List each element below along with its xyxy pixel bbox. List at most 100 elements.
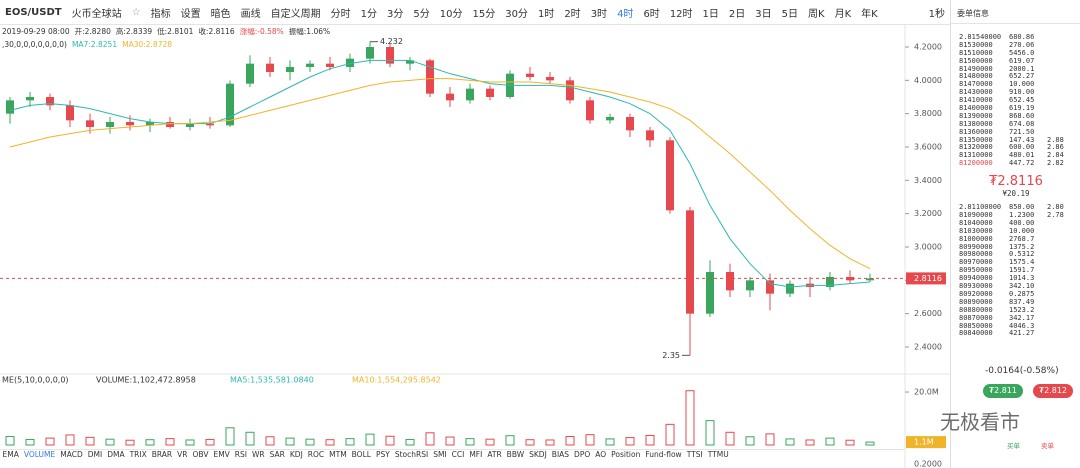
indicator-tab[interactable]: OBV [192,450,209,459]
tool[interactable]: 指标 [150,8,171,20]
indicator-tab[interactable]: WR [251,450,265,459]
ob-row: 80940000 1014.3 [951,274,1080,283]
interval[interactable]: 1秒 [928,8,945,20]
indicator-tab[interactable]: AO [595,450,607,459]
volume-bar [685,390,695,446]
indicator-tab[interactable]: ATR [487,450,502,459]
volume-bar [865,441,875,446]
candle-body [426,60,434,94]
indicator-tab[interactable]: PSY [375,450,390,459]
period[interactable]: 年K [861,8,878,20]
indicator-tab[interactable]: MFI [469,450,483,459]
period[interactable]: 12时 [669,8,693,20]
y-tick-label: 4.0000 [914,76,942,85]
period[interactable]: 3分 [386,8,404,20]
indicator-tab[interactable]: TRIX [129,450,147,459]
indicator-tab[interactable]: MTM [329,450,347,459]
indicator-tab[interactable]: DMI [87,450,103,459]
indicator-tab[interactable]: DMA [107,450,125,459]
period[interactable]: 4时 [617,8,634,20]
ob-cell: 81410000 [959,96,993,105]
period[interactable]: 5分 [413,8,430,20]
ob-cell: 1523.2 [1009,305,1035,314]
indicator-tab[interactable]: DPO [574,450,591,459]
indicator-tab[interactable]: BIAS [551,450,570,459]
indicator-tab[interactable]: TTSI [686,450,703,459]
ob-row: 80950000 1591.7 [951,266,1080,275]
period[interactable]: 3时 [590,8,608,20]
period[interactable]: 周K [808,8,825,20]
info-bar: 2019-09-29 08:00 开:2.8280 高:2.8339 低:2.8101… [2,26,335,49]
period[interactable]: 2时 [564,8,581,20]
ob-cell: 1375.2 [1009,242,1035,251]
high: 高:2.8339 [115,27,153,36]
ob-cell: 1014.3 [1009,274,1035,283]
volume-bar [525,439,535,446]
indicator-tab[interactable]: SMI [433,450,447,459]
ob-cell: 80930000 [959,282,993,291]
volume-bar [825,437,835,446]
sell-button[interactable]: ₮2.812 [1033,384,1073,398]
buy-button[interactable]: ₮2.811 [983,384,1023,398]
buy-tab[interactable]: 买单 [1007,442,1020,450]
volume-bar [505,435,515,446]
ob-cell: 81030000 [959,226,993,235]
candle-body [226,83,234,126]
ob-cell: 850.00 [1009,203,1035,212]
info-line: 2019-09-29 08:00 开:2.8280 高:2.8339 低:2.8101… [2,26,335,37]
indicator-tab[interactable]: CCI [451,450,465,459]
low: 低:2.8101 [157,27,194,36]
indicator-tab[interactable]: Fund-flow [645,450,682,459]
period[interactable]: 分时 [330,8,351,20]
ob-cell: 80970000 [959,258,993,267]
period[interactable]: 1分 [360,8,377,20]
indicator-tab[interactable]: EMV [213,450,230,459]
ob-cell: 81360000 [959,127,993,136]
indicator-tab[interactable]: SKDJ [529,450,547,459]
indicator-tab[interactable]: VOLUME [23,450,56,459]
indicator-tab[interactable]: KDJ [289,450,303,459]
indicator-tab[interactable]: StochRSI [394,450,429,459]
indicator-tab[interactable]: BBW [506,450,525,459]
period[interactable]: 5日 [781,8,799,20]
candle-body [86,120,94,127]
custom-period[interactable]: 自定义周期 [270,8,321,20]
indicator-tab[interactable]: RSI [234,450,247,459]
indicator-tab[interactable]: ROC [307,450,325,459]
tool[interactable]: 设置 [180,8,201,20]
indicator-tab[interactable]: Position [611,450,641,459]
exchange: 火币全球站 [71,8,122,20]
ob-row: 81470000 10.000 [951,80,1080,89]
period[interactable]: 30分 [505,8,528,20]
indicator-tab[interactable]: BOLL [351,450,371,459]
period[interactable]: 1时 [537,8,555,20]
indicator-tab[interactable]: SAR [269,450,285,459]
sell-tab[interactable]: 卖单 [1041,442,1054,450]
volume-bar [185,439,195,446]
period[interactable]: 2日 [728,8,746,20]
candle-body [666,140,674,211]
y-tick-label: 20.0M [914,388,939,397]
indicator-tab[interactable]: TTMU [707,450,729,459]
period[interactable]: 15分 [472,8,496,20]
indicator-tab[interactable]: VR [177,450,188,459]
period[interactable]: 月K [834,8,852,20]
tool[interactable]: 画线 [240,8,261,20]
volume-bar [145,439,155,446]
ob-cell: 0.2875 [1009,289,1035,298]
ob-row: 80880000 1523.2 [951,305,1080,315]
close: 收:2.8116 [198,27,235,36]
tool[interactable]: 暗色 [210,8,231,20]
volume-bar [65,434,75,446]
period[interactable]: 1日 [702,8,719,20]
period[interactable]: 6时 [643,8,660,20]
indicator-tab[interactable]: EMA [2,450,19,459]
ma-line: ,30,0,0,0,0,0,0,0) MA7:2.8251 MA30:2.8728 [2,40,335,49]
ob-cell: 619.07 [1009,56,1035,65]
period[interactable]: 10分 [439,8,463,20]
indicator-tab[interactable]: BRAR [151,450,173,459]
period[interactable]: 3日 [755,8,772,20]
change: 涨幅:-0.58% [239,27,284,36]
pair[interactable]: EOS/USDT [5,6,62,18]
indicator-tab[interactable]: MACD [60,450,83,459]
